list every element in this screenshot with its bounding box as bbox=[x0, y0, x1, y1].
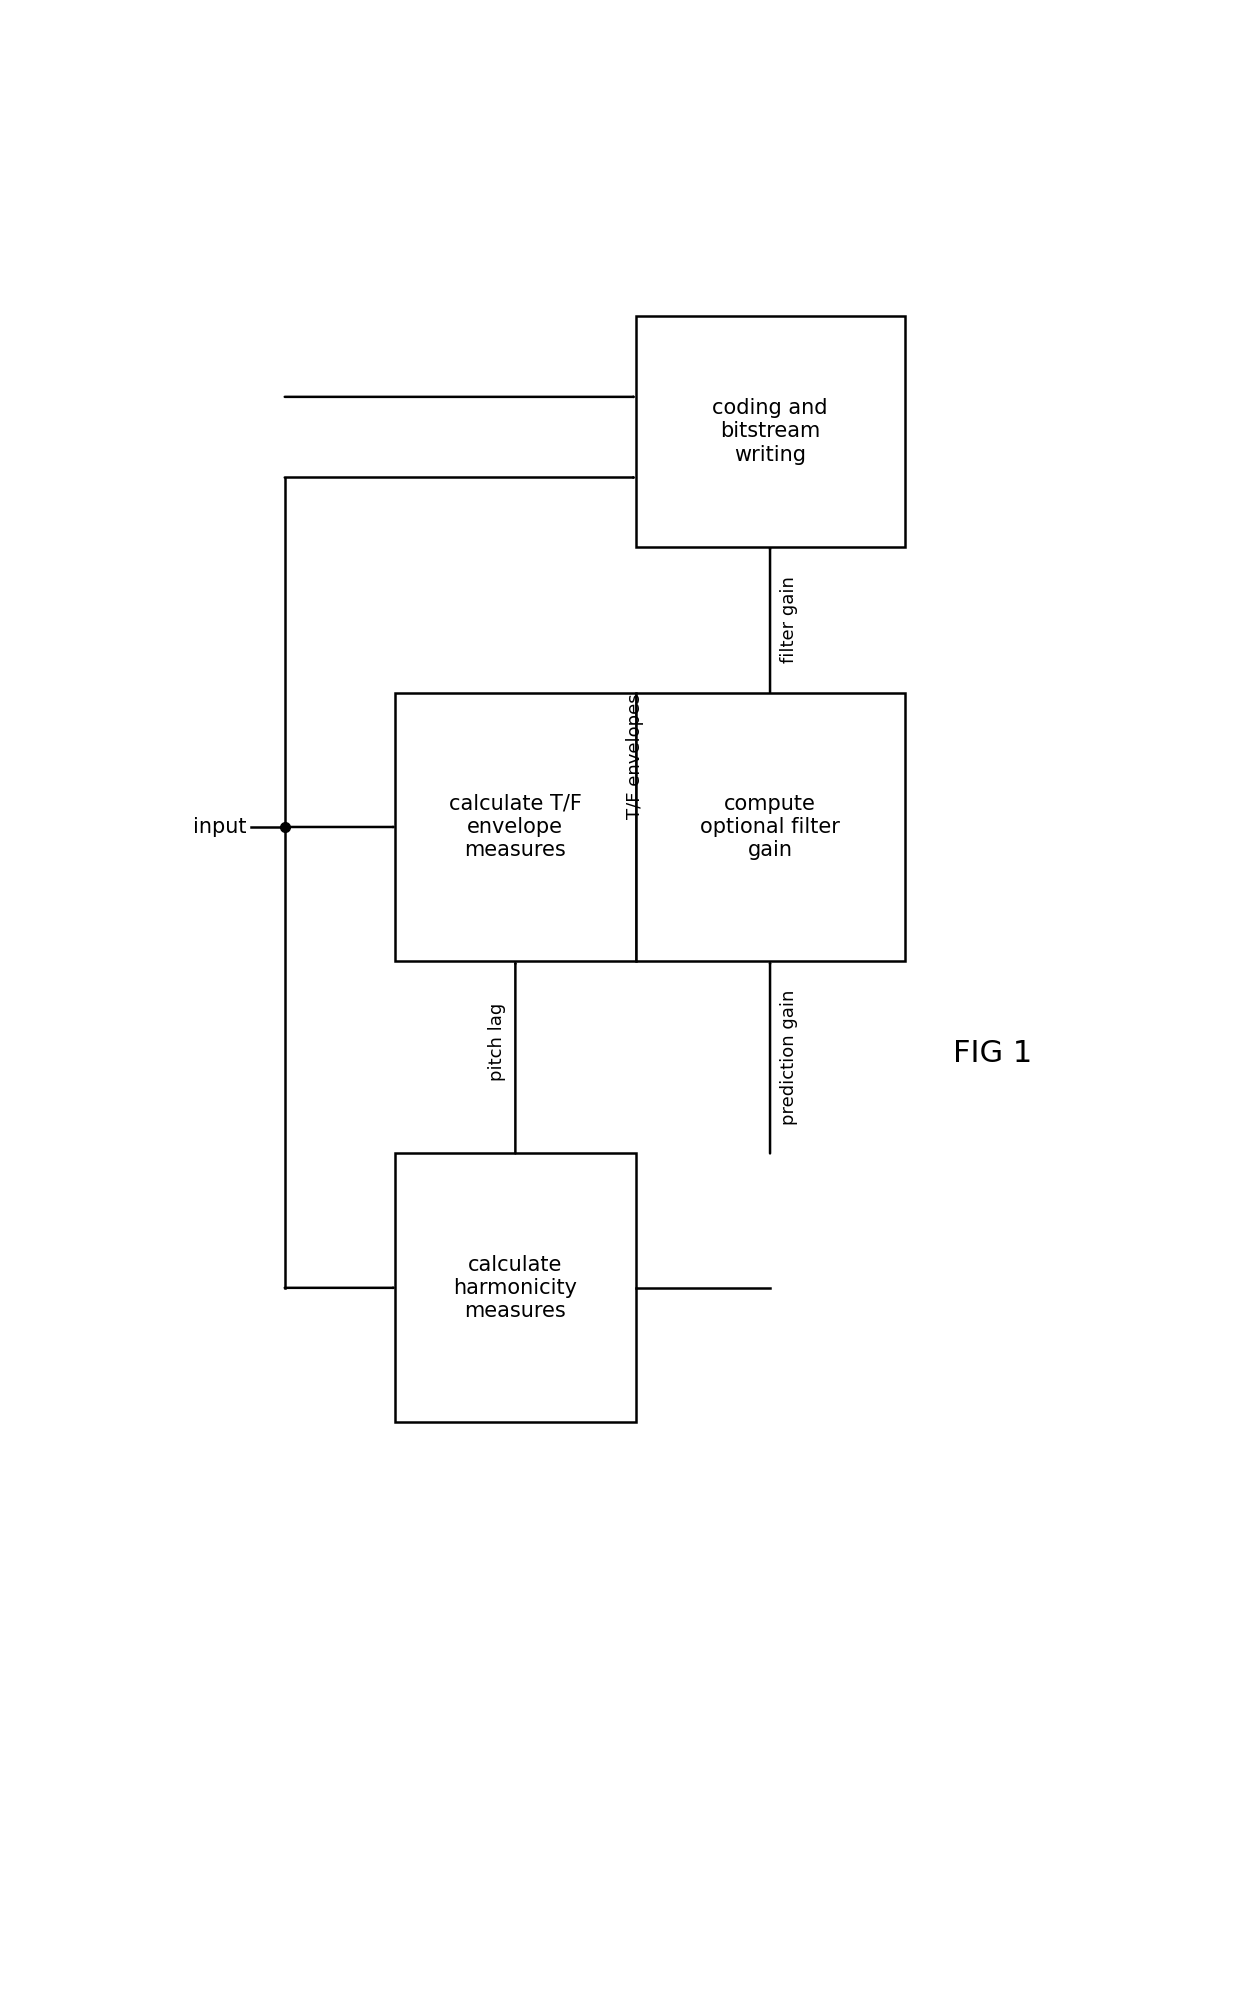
FancyBboxPatch shape bbox=[396, 1153, 635, 1422]
Text: calculate
harmonicity
measures: calculate harmonicity measures bbox=[454, 1255, 578, 1321]
Text: filter gain: filter gain bbox=[780, 577, 797, 662]
Text: input: input bbox=[193, 818, 247, 838]
FancyBboxPatch shape bbox=[635, 315, 905, 547]
Text: prediction gain: prediction gain bbox=[780, 990, 797, 1125]
FancyBboxPatch shape bbox=[396, 692, 635, 962]
Text: pitch lag: pitch lag bbox=[487, 1003, 506, 1081]
Text: calculate T/F
envelope
measures: calculate T/F envelope measures bbox=[449, 794, 582, 860]
Text: FIG 1: FIG 1 bbox=[952, 1039, 1032, 1067]
FancyBboxPatch shape bbox=[635, 692, 905, 962]
Text: T/F envelopes: T/F envelopes bbox=[626, 694, 645, 820]
Text: coding and
bitstream
writing: coding and bitstream writing bbox=[712, 399, 828, 465]
Text: compute
optional filter
gain: compute optional filter gain bbox=[701, 794, 839, 860]
